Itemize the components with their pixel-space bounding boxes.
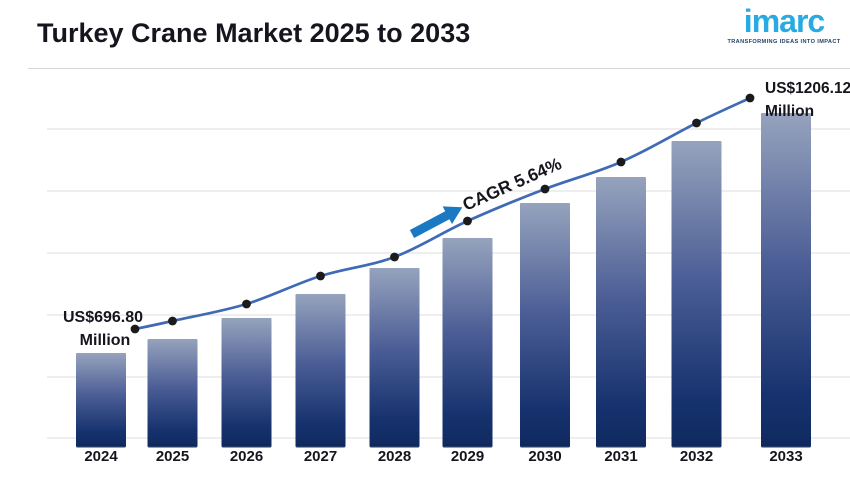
year-label-2031: 2031 <box>604 448 637 465</box>
bar-base-shadow-2030 <box>520 444 570 448</box>
marker-2025 <box>168 316 177 326</box>
year-label-2033: 2033 <box>769 448 802 465</box>
bar-base-shadow-2026 <box>221 444 272 448</box>
bar-2032 <box>671 141 722 446</box>
year-label-2029: 2029 <box>451 448 484 465</box>
marker-2027 <box>316 271 325 281</box>
growth-arrow-icon <box>409 206 463 238</box>
year-label-2032: 2032 <box>680 448 713 465</box>
bar-2030 <box>520 203 570 446</box>
marker-2032 <box>692 118 701 128</box>
bar-base-shadow-2024 <box>76 444 126 448</box>
year-label-2025: 2025 <box>156 448 189 465</box>
year-label-2028: 2028 <box>378 448 411 465</box>
marker-2028 <box>390 252 399 262</box>
marker-2029 <box>463 216 472 226</box>
first-value-label-line2: Million <box>80 332 131 349</box>
bar-base-shadow-2032 <box>671 444 722 448</box>
bar-base-shadow-2033 <box>761 444 811 448</box>
chart-title: Turkey Crane Market 2025 to 2033 <box>37 18 471 48</box>
bar-2026 <box>221 318 272 446</box>
first-value-label-line1: US$696.80 <box>63 309 143 326</box>
bar-base-shadow-2025 <box>147 444 198 448</box>
year-label-2024: 2024 <box>84 448 118 465</box>
imarc-tagline: TRANSFORMING IDEAS INTO IMPACT <box>727 38 841 45</box>
marker-2024 <box>130 324 140 334</box>
bar-2029 <box>442 238 493 446</box>
imarc-logo-text: imarc <box>743 3 825 39</box>
year-label-2027: 2027 <box>304 448 337 465</box>
bar-base-shadow-2029 <box>442 444 493 448</box>
bar-2024 <box>76 353 126 446</box>
last-value-label-line1: US$1206.12 <box>765 80 850 97</box>
last-value-label-line2: Million <box>765 103 814 120</box>
year-label-2026: 2026 <box>230 448 263 465</box>
bar-2025 <box>147 339 198 446</box>
marker-2030 <box>540 184 550 194</box>
imarc-logo: imarc TRANSFORMING IDEAS INTO IMPACT <box>725 5 843 45</box>
marker-2031 <box>616 157 626 167</box>
bar-2031 <box>596 177 646 446</box>
bar-base-shadow-2028 <box>369 444 420 448</box>
bar-base-shadow-2027 <box>295 444 346 448</box>
marker-2026 <box>242 299 251 309</box>
bar-2033 <box>761 113 811 446</box>
bar-2027 <box>295 294 346 446</box>
year-label-2030: 2030 <box>528 448 561 465</box>
bar-2028 <box>369 268 420 446</box>
trend-line <box>133 96 752 331</box>
bar-base-shadow-2031 <box>596 444 646 448</box>
marker-2033 <box>745 93 755 103</box>
header-divider <box>28 68 850 69</box>
